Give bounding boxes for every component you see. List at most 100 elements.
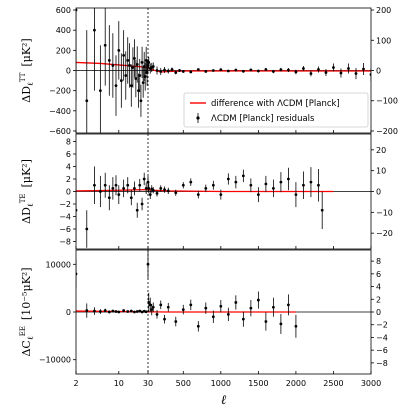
data-point	[256, 291, 260, 309]
y-label-superscript: TT	[19, 72, 27, 82]
data-point	[133, 181, 136, 196]
right-y-tick-label: 0	[376, 188, 381, 197]
y-tick-label: −10000	[39, 356, 71, 365]
data-marker	[249, 306, 253, 310]
x-tick-label: 2500	[323, 379, 343, 388]
data-marker	[155, 312, 159, 316]
y-tick-label: 6	[66, 150, 71, 159]
data-point	[140, 197, 144, 211]
data-point	[320, 191, 324, 229]
data-point	[151, 187, 155, 194]
data-marker	[135, 310, 139, 313]
data-point	[126, 310, 130, 313]
x-tick-label: 30	[143, 379, 153, 388]
data-marker	[166, 69, 170, 73]
data-point	[114, 55, 118, 116]
data-point	[241, 311, 245, 327]
data-marker	[142, 177, 146, 181]
data-marker	[85, 99, 89, 103]
y-tick-label: −4	[59, 213, 71, 222]
data-point	[155, 190, 159, 197]
data-point	[148, 190, 152, 199]
data-marker	[234, 68, 238, 72]
x-tick-label: 3000	[361, 379, 381, 388]
data-point	[170, 67, 174, 72]
right-y-tick-label: 4	[376, 283, 381, 292]
data-marker	[181, 308, 185, 312]
data-marker	[159, 186, 163, 190]
data-point	[287, 67, 290, 73]
data-point	[181, 70, 185, 73]
data-point	[114, 175, 118, 196]
y-label-subscript: ℓ	[26, 336, 35, 340]
data-marker	[134, 77, 138, 80]
data-marker	[163, 317, 166, 321]
x-tick-label: 1000	[211, 379, 231, 388]
data-point	[107, 310, 111, 314]
x-tick-label: 500	[176, 379, 191, 388]
y-label-superscript: EE	[19, 326, 27, 336]
data-point	[271, 69, 275, 74]
data-marker	[219, 68, 223, 72]
data-point	[211, 310, 215, 323]
data-marker	[211, 315, 215, 319]
data-marker	[143, 75, 147, 78]
data-marker	[241, 69, 245, 73]
data-marker	[226, 312, 230, 316]
y-tick-label: 8	[66, 138, 71, 147]
data-point	[141, 67, 145, 98]
data-marker	[114, 183, 118, 187]
data-marker	[309, 180, 313, 184]
right-y-tick-label: −4	[376, 333, 388, 342]
right-y-tick-label: 8	[376, 257, 381, 266]
data-marker	[133, 57, 136, 60]
data-marker	[135, 208, 139, 212]
data-point	[226, 173, 230, 185]
data-marker	[196, 324, 200, 328]
right-y-tick-label: −8	[376, 359, 388, 368]
legend-box	[183, 92, 369, 128]
data-point	[111, 177, 115, 200]
y-tick-label: −8	[59, 238, 71, 247]
data-point	[174, 189, 178, 196]
data-marker	[103, 43, 107, 47]
data-marker	[122, 309, 126, 312]
data-point	[294, 69, 298, 75]
data-marker	[256, 193, 260, 197]
y-label-main: ΔC	[20, 340, 33, 356]
legend-entry-residuals: ΛCDM [Planck] residuals	[211, 114, 315, 124]
data-marker	[189, 70, 193, 74]
data-point	[98, 45, 102, 133]
data-marker	[294, 70, 298, 74]
data-point	[85, 303, 89, 318]
data-marker	[138, 74, 142, 77]
data-point	[166, 187, 170, 194]
x-tick-label: 2	[73, 379, 78, 388]
data-point	[126, 177, 130, 194]
right-y-tick-label: −20	[376, 229, 393, 238]
data-marker	[144, 186, 148, 190]
data-marker	[141, 81, 145, 84]
data-point	[302, 65, 305, 72]
data-marker	[271, 186, 275, 190]
data-marker	[111, 309, 115, 313]
data-marker	[317, 183, 320, 187]
data-point	[287, 294, 290, 316]
data-marker	[271, 305, 275, 309]
y-axis-label-text: ΔCℓEE [10⁻⁵μK²]	[19, 267, 35, 356]
data-point	[129, 64, 133, 107]
data-point	[117, 310, 121, 314]
data-point	[138, 58, 142, 93]
data-marker	[150, 308, 154, 312]
data-marker	[117, 310, 121, 314]
data-marker	[163, 68, 166, 72]
data-marker	[133, 186, 136, 190]
data-point	[256, 69, 260, 73]
y-axis-label: ΔDℓTT [μK²]	[19, 38, 35, 102]
data-marker	[189, 303, 193, 307]
data-marker	[107, 310, 111, 314]
data-point	[264, 312, 268, 331]
data-marker	[159, 303, 163, 307]
data-point	[271, 179, 275, 198]
